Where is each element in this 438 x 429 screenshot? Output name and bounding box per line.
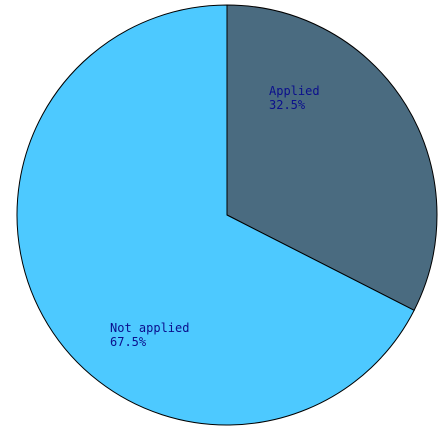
labels-layer: Applied 32.5% Not applied 67.5%	[110, 84, 327, 349]
slice-label-applied-name: Applied	[269, 84, 320, 98]
slice-label-not-applied-name: Not applied	[110, 321, 189, 335]
pie-slice-applied	[226, 4, 438, 312]
slice-label-applied: Applied 32.5%	[269, 84, 327, 112]
slices-layer	[16, 4, 438, 426]
slice-label-not-applied-percent: 67.5%	[110, 335, 147, 349]
slice-label-not-applied: Not applied 67.5%	[110, 321, 197, 349]
slice-label-applied-percent: 32.5%	[269, 98, 306, 112]
pie-slice-not-applied	[16, 4, 415, 426]
